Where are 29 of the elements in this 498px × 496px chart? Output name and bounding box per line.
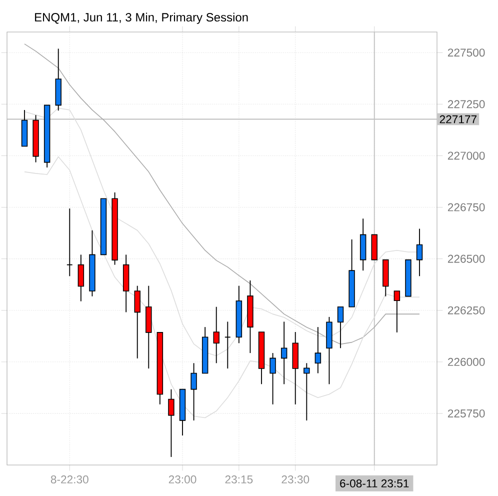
y-tick-label: 227250 <box>448 100 485 108</box>
candlestick <box>66 208 73 277</box>
y-tick-label: 226750 <box>448 203 485 212</box>
candlestick <box>213 306 220 364</box>
y-tick-label: 227000 <box>448 152 485 160</box>
candlestick <box>314 326 322 374</box>
candlestick <box>416 228 423 277</box>
candlestick <box>280 321 288 385</box>
x-tick-label: 23:15 <box>225 475 253 484</box>
x-tick-label: 8-22:30 <box>50 475 88 484</box>
x-tick-label: 23:00 <box>168 475 196 484</box>
candlestick <box>270 352 276 405</box>
y-tick-label: 226500 <box>448 254 485 263</box>
y-tick-label: 226000 <box>448 358 485 366</box>
y-tick-label: 226250 <box>448 306 485 314</box>
candlestick <box>337 306 344 349</box>
candlestick <box>78 254 84 302</box>
candlestick <box>304 362 310 421</box>
candlestick <box>134 285 140 359</box>
chart-title: ENQM1, Jun 11, 3 Min, Primary Session <box>35 12 248 24</box>
candlestick <box>190 362 197 421</box>
candlestick <box>168 388 174 458</box>
candlestick <box>394 290 400 333</box>
candlestick <box>224 321 231 370</box>
y-tick-label: 227500 <box>448 48 485 57</box>
x-tick-label: 6-08-11 23:51 <box>340 479 409 488</box>
y-tick-label: 225750 <box>448 410 485 418</box>
x-tick-label: 23:30 <box>282 475 310 484</box>
ref-line-label: 227177 <box>440 115 477 124</box>
